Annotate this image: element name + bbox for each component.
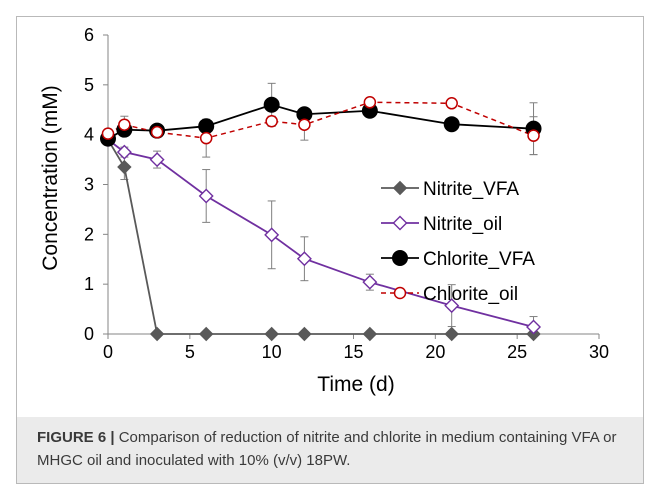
data-point-nitrite-oil — [362, 274, 378, 290]
legend-label: Nitrite_oil — [423, 214, 502, 235]
data-point-nitrite-vfa — [198, 326, 214, 342]
y-tick-label: 0 — [84, 324, 94, 344]
y-tick-label: 6 — [84, 25, 94, 45]
figure-caption: FIGURE 6 | Comparison of reduction of ni… — [37, 426, 637, 472]
figure-panel: 0 5 10 15 20 25 30 0 1 2 3 4 5 6 Nitrite_VFA Nitrite_o… — [16, 16, 644, 484]
y-tick-label: 1 — [84, 274, 94, 294]
data-point-chlorite-oil — [298, 118, 311, 131]
data-point-nitrite-vfa — [264, 326, 279, 342]
x-tick-label: 15 — [343, 342, 363, 362]
chart-legend: Nitrite_VFA Nitrite_oil Chlorite_VFA Chlori… — [381, 179, 535, 305]
data-point-chlorite-oil — [118, 118, 131, 131]
data-point-nitrite-oil — [444, 298, 460, 314]
x-tick-label: 20 — [425, 342, 445, 362]
x-tick-label: 5 — [185, 342, 195, 362]
data-point-chlorite-oil — [265, 114, 278, 128]
data-point-nitrite-oil — [296, 251, 312, 267]
y-tick-label: 2 — [84, 224, 94, 244]
caption-text: Comparison of reduction of nitrite and c… — [37, 429, 617, 469]
data-point-nitrite-vfa — [362, 326, 378, 342]
legend-label: Nitrite_VFA — [423, 179, 519, 200]
caption-background — [17, 417, 643, 483]
data-point-chlorite-vfa — [443, 116, 460, 133]
legend-marker — [392, 180, 408, 196]
x-axis-label: Time (d) — [317, 373, 394, 396]
legend-label: Chlorite_oil — [423, 284, 518, 305]
data-point-nitrite-vfa — [297, 326, 312, 342]
data-point-nitrite-oil — [526, 319, 542, 335]
legend-marker — [392, 250, 408, 266]
data-point-nitrite-oil — [264, 227, 280, 243]
data-point-nitrite-vfa — [149, 326, 165, 342]
y-tick-label: 4 — [84, 125, 94, 145]
data-point-nitrite-vfa — [444, 326, 459, 342]
data-point-nitrite-oil — [198, 188, 214, 204]
legend-marker — [393, 286, 407, 300]
data-point-chlorite-vfa — [198, 118, 215, 135]
x-tick-label: 25 — [507, 342, 527, 362]
line-chart: 0 5 10 15 20 25 30 0 1 2 3 4 5 6 Nitrite_VFA Nitrite_o… — [39, 25, 609, 396]
legend-label: Chlorite_VFA — [423, 249, 535, 270]
data-point-nitrite-vfa — [117, 159, 132, 175]
data-point-chlorite-oil — [527, 129, 540, 142]
data-point-chlorite-oil — [101, 127, 115, 140]
x-tick-label: 10 — [262, 342, 282, 362]
chart-axes: 0 5 10 15 20 25 30 0 1 2 3 4 5 6 — [84, 25, 609, 362]
data-point-nitrite-oil — [149, 152, 165, 168]
data-point-chlorite-oil — [363, 96, 377, 109]
x-tick-label: 30 — [589, 342, 609, 362]
data-point-nitrite-oil — [116, 144, 132, 160]
data-point-chlorite-oil — [199, 131, 213, 145]
series-line-chlorite-oil — [107, 101, 534, 139]
data-point-chlorite-oil — [150, 125, 164, 139]
data-point-chlorite-vfa — [263, 96, 280, 113]
y-axis-label: Concentration (mM) — [39, 85, 62, 271]
legend-marker — [392, 215, 408, 231]
y-tick-label: 3 — [84, 175, 94, 195]
series-markers — [100, 96, 542, 342]
caption-figure-number: FIGURE 6 | — [37, 429, 115, 446]
y-tick-label: 5 — [84, 75, 94, 95]
data-point-chlorite-oil — [445, 97, 458, 110]
x-tick-label: 0 — [103, 342, 113, 362]
